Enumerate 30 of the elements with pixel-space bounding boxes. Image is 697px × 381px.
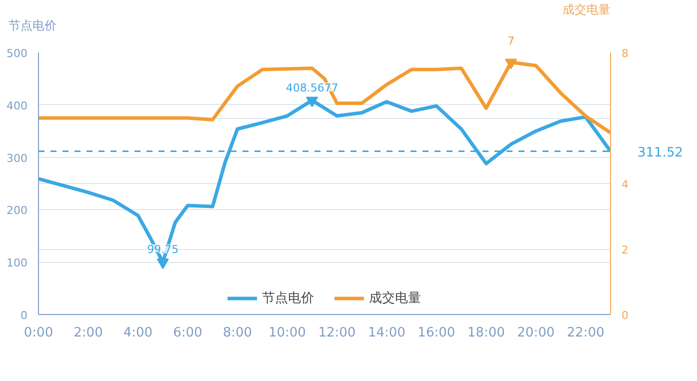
y2-tick-label: 4 [622, 178, 628, 191]
x-tick-label: 6:00 [173, 326, 202, 340]
x-tick-label: 20:00 [517, 326, 555, 340]
annotation: 7 [508, 34, 515, 48]
x-tick-label: 2:00 [74, 326, 103, 340]
x-tick-label: 22:00 [566, 326, 604, 340]
x-tick-label: 8:00 [222, 326, 252, 340]
annotation: 99.75 [147, 243, 179, 256]
y-tick-label: 500 [6, 47, 28, 60]
y-axis-title: 节点电价 [8, 18, 56, 32]
y2-tick-label: 2 [622, 244, 628, 256]
x-tick-label: 12:00 [318, 326, 356, 340]
x-tick-label: 4:00 [123, 326, 153, 340]
y2-axis-title: 成交电量 [562, 2, 610, 16]
ref-line-label: 311.52 [638, 145, 683, 160]
y2-tick-label: 0 [622, 309, 628, 322]
x-tick-label: 16:00 [418, 326, 456, 340]
y-tick-label: 0 [20, 309, 28, 322]
legend-label: 成交电量 [369, 290, 421, 307]
y-tick-label: 400 [6, 99, 28, 112]
y-tick-label: 300 [6, 152, 28, 165]
y2-tick-label: 8 [622, 47, 628, 60]
y-tick-label: 200 [6, 204, 28, 218]
x-tick-label: 10:00 [268, 326, 306, 340]
y-tick-label: 100 [6, 256, 28, 270]
x-tick-label: 0:00 [24, 326, 54, 340]
x-tick-label: 14:00 [368, 326, 406, 340]
legend-label: 节点电价 [262, 290, 314, 307]
annotation: 408.5677 [286, 81, 338, 94]
x-tick-label: 18:00 [467, 326, 505, 340]
